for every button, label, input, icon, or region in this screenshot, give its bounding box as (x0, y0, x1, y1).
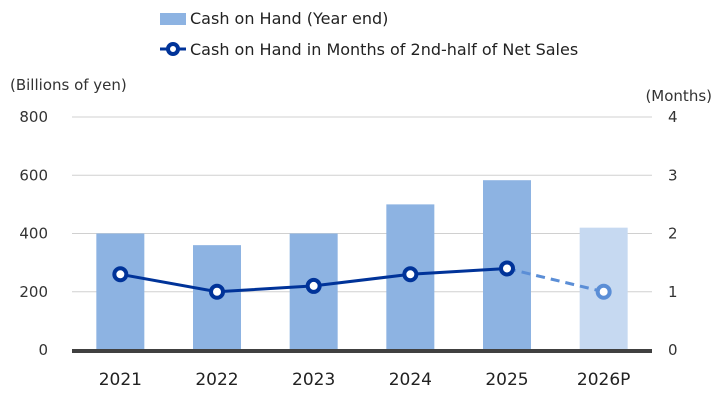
line-marker-2026P (595, 283, 612, 300)
bar-2021 (96, 233, 145, 350)
y-right-tick-label: 1 (668, 283, 678, 301)
y-right-tick-label: 0 (668, 341, 678, 359)
y-left-tick-label: 600 (19, 166, 48, 184)
legend-swatch-bar (160, 13, 186, 25)
y-right-tick-label: 3 (668, 166, 678, 184)
y-right-tick-label: 2 (668, 225, 678, 243)
y-axis-right-ticks: 0 1 2 3 4 (668, 108, 678, 359)
y-axis-left-title: (Billions of yen) (10, 76, 127, 94)
x-tick-label: 2026P (577, 370, 631, 390)
line-projected (506, 266, 605, 294)
x-tick-label: 2024 (389, 370, 432, 390)
x-tick-label: 2022 (195, 370, 238, 390)
x-tick-label: 2025 (485, 370, 528, 390)
legend-swatch-marker (166, 42, 180, 56)
x-tick-label: 2023 (292, 370, 335, 390)
legend-label-line: Cash on Hand in Months of 2nd-half of Ne… (190, 40, 578, 59)
legend-label-bar: Cash on Hand (Year end) (190, 9, 388, 28)
y-left-tick-label: 800 (19, 108, 48, 126)
y-axis-right-title: (Months) (645, 87, 712, 105)
y-left-tick-label: 200 (19, 283, 48, 301)
line-series (112, 260, 612, 300)
line-marker-2021 (112, 266, 129, 283)
legend: Cash on Hand (Year end) Cash on Hand in … (160, 9, 578, 59)
line-marker-2025 (499, 260, 515, 277)
x-tick-label: 2021 (99, 370, 142, 390)
x-axis-ticks: 2021 2022 2023 2024 2025 2026P (99, 370, 631, 390)
line-marker-2023 (305, 277, 322, 294)
line-marker-2024 (402, 266, 419, 283)
y-left-tick-label: 0 (38, 341, 48, 359)
y-left-tick-label: 400 (19, 225, 48, 243)
y-axis-left-ticks: 0 200 400 600 800 (19, 108, 48, 359)
line-marker-2022 (209, 283, 225, 300)
bar-series (96, 180, 628, 350)
y-right-tick-label: 4 (668, 108, 678, 126)
gridlines (72, 116, 652, 293)
